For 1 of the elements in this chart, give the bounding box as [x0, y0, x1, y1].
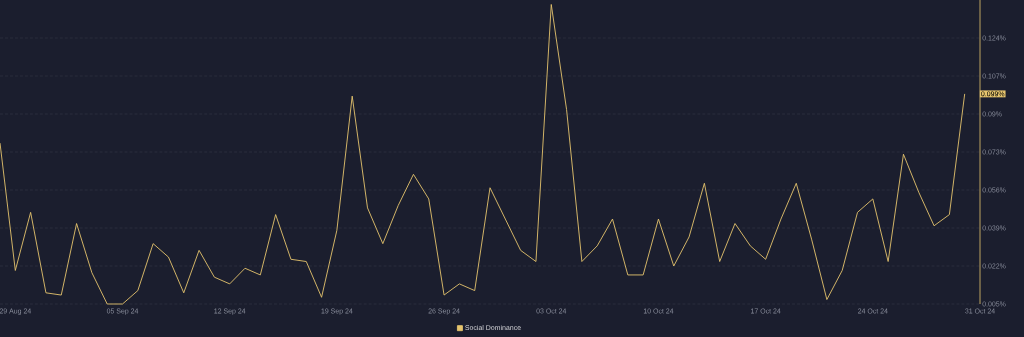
line-series	[0, 4, 966, 305]
